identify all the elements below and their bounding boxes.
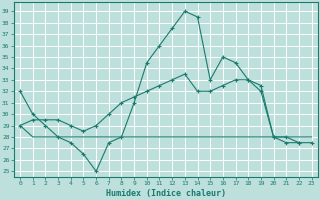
X-axis label: Humidex (Indice chaleur): Humidex (Indice chaleur) bbox=[106, 189, 226, 198]
